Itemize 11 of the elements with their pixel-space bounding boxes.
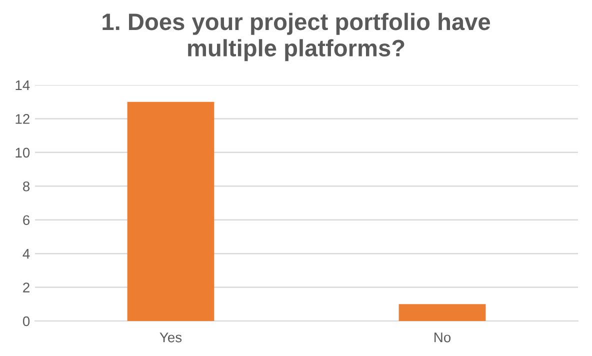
- y-tick-label: 8: [23, 181, 30, 192]
- y-tick-label: 4: [22, 249, 30, 259]
- y-tick-label: 12: [16, 114, 30, 124]
- x-tick-label: Yes: [160, 332, 182, 342]
- y-tick-label: 14: [16, 80, 30, 90]
- y-tick-label: 10: [16, 148, 30, 158]
- chart-title: 1. Does your project portfolio have multiple platforms?: [102, 12, 490, 62]
- y-tick-label: 0: [22, 316, 30, 326]
- y-tick-label: 2: [23, 282, 30, 292]
- y-tick-label: 6: [23, 215, 30, 226]
- x-tick-label: No: [434, 332, 451, 342]
